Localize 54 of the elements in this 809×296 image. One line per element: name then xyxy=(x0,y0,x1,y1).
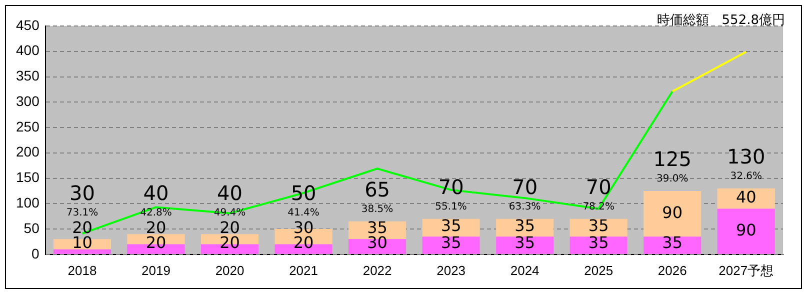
y-tick-label: 100 xyxy=(16,194,40,211)
y-tick-label: 0 xyxy=(32,245,40,262)
data-label: 90 xyxy=(662,202,683,222)
bar xyxy=(570,236,628,254)
data-label: 35 xyxy=(440,216,462,235)
y-tick-label: 300 xyxy=(16,92,40,109)
chart-subtitle: 時価総額 552.8億円 xyxy=(656,12,785,29)
x-tick-label: 2026 xyxy=(658,262,687,278)
bar xyxy=(496,236,554,254)
x-tick-label: 2023 xyxy=(436,262,466,278)
y-tick-label: 150 xyxy=(16,169,40,186)
data-label: 35 xyxy=(662,233,683,252)
y-tick-label: 50 xyxy=(24,220,40,236)
total-label: 130 xyxy=(727,144,766,169)
annotation: 38.5% xyxy=(361,204,394,216)
bar xyxy=(644,236,702,254)
annotation: 55.1% xyxy=(435,201,467,212)
total-label: 40 xyxy=(217,181,242,206)
x-tick-label: 2019 xyxy=(142,262,170,278)
x-tick-label: 2021 xyxy=(289,262,318,278)
total-label: 40 xyxy=(143,181,169,206)
data-label: 35 xyxy=(514,216,536,235)
x-tick-label: 2025 xyxy=(584,262,614,278)
y-tick-label: 200 xyxy=(16,144,40,160)
annotation: 41.4% xyxy=(288,207,320,218)
x-tick-label: 2027予想 xyxy=(718,262,774,278)
annotation: 42.8% xyxy=(140,207,172,218)
total-label: 125 xyxy=(653,147,692,172)
annotation: 63.3% xyxy=(508,201,541,212)
data-label: 35 xyxy=(588,216,609,235)
data-label: 35 xyxy=(588,233,609,252)
bar xyxy=(53,249,112,254)
y-tick-label: 400 xyxy=(16,42,40,58)
y-tick-label: 250 xyxy=(16,118,40,134)
total-label: 70 xyxy=(512,175,538,200)
annotation: 32.6% xyxy=(730,171,762,182)
annotation: 39.0% xyxy=(656,174,688,185)
x-tick-label: 2024 xyxy=(510,262,540,278)
y-tick-label: 450 xyxy=(16,16,40,33)
total-label: 30 xyxy=(70,181,95,206)
x-tick-label: 2022 xyxy=(362,262,392,278)
x-tick-label: 2018 xyxy=(68,262,97,278)
bar xyxy=(422,236,480,254)
total-label: 70 xyxy=(586,175,612,200)
annotation: 73.1% xyxy=(66,207,98,218)
data-label: 40 xyxy=(736,188,756,207)
bar xyxy=(644,190,702,237)
total-label: 65 xyxy=(364,178,390,202)
data-label: 90 xyxy=(736,220,756,240)
x-tick-label: 2020 xyxy=(215,262,244,278)
y-tick-label: 350 xyxy=(16,68,40,84)
data-label: 35 xyxy=(440,233,462,252)
bar xyxy=(717,208,775,254)
data-label: 35 xyxy=(514,233,536,252)
